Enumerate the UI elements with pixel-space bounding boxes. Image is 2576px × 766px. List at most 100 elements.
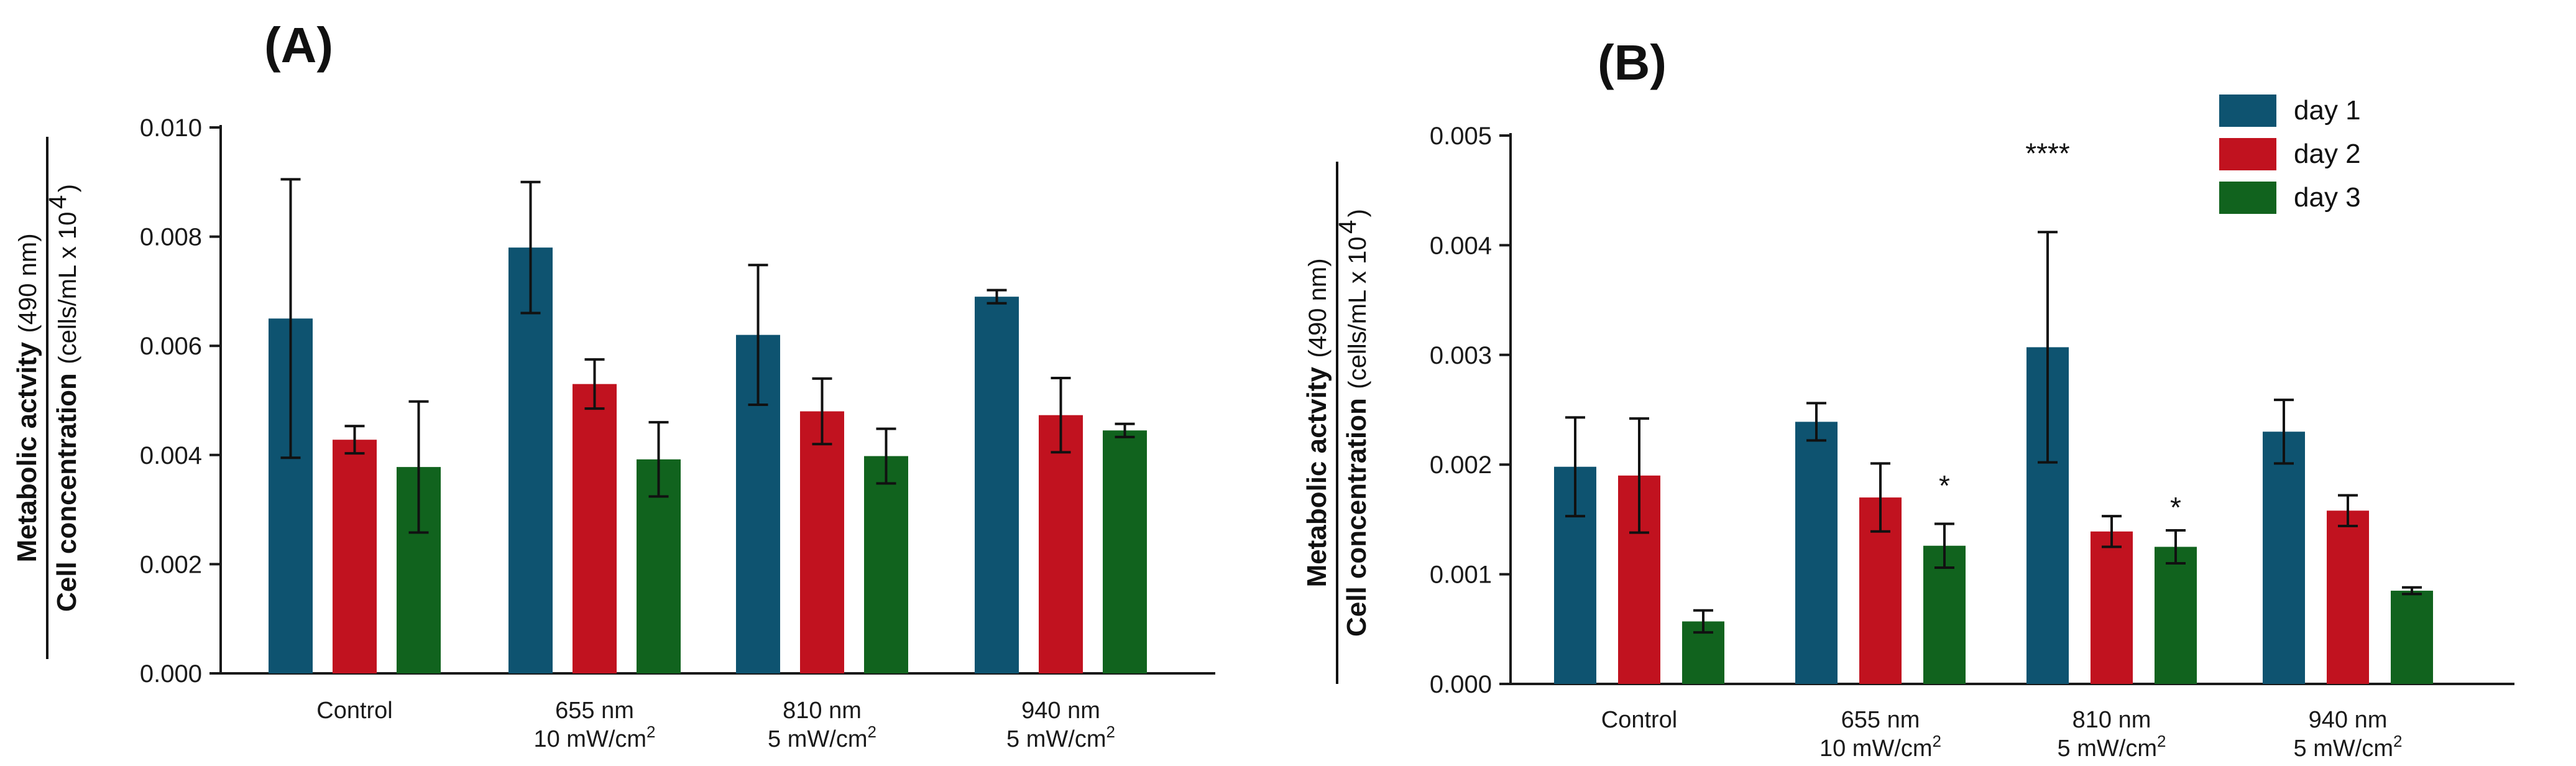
panel-b-y-label-den-bold: Cell concentration: [1341, 398, 1372, 637]
panel-a-bars: [269, 178, 1147, 673]
panel-a-y-label-num-bold: Metabolic actvity: [12, 341, 42, 562]
panel-a-bar-day-2-cat-0: [333, 440, 377, 673]
panel-b-bar-day-2-cat-3: [2327, 510, 2369, 684]
panel-a-y-label-den-sup: 4: [44, 195, 71, 209]
panel-b-error-bar: [2402, 586, 2422, 596]
panel-a-y-label-denominator: Cell concentration (cells/mL x 10 4 ): [44, 184, 82, 612]
panel-b-significance-marker: *: [2170, 491, 2181, 524]
panel-b-x-tick-label: 940 nm: [2309, 707, 2388, 733]
panel-b-bar-day-3-cat-2: [2155, 547, 2197, 684]
panel-a-error-bar: [876, 427, 896, 485]
panel-a-x-tick-label: 940 nm: [1021, 698, 1100, 724]
legend-swatch-day-1: [2219, 95, 2276, 127]
panel-b-x-tick-label: 655 nm: [1841, 707, 1920, 733]
panel-b-error-bar: [2102, 515, 2122, 548]
panel-a-bar-day-3-cat-2: [864, 456, 908, 673]
panel-b-y-tick-label: 0.001: [1430, 561, 1492, 589]
panel-b-bar-day-1-cat-1: [1795, 422, 1838, 684]
panel-a-error-bar: [987, 288, 1007, 305]
panel-a-y-label-numerator: Metabolic actvity (490 nm): [12, 233, 42, 562]
panel-a-bar-day-2-cat-1: [573, 384, 617, 673]
panel-b-error-bar: [2166, 529, 2186, 565]
panel-a-error-bar: [520, 180, 541, 315]
panel-a-y-tick-label: 0.000: [140, 660, 202, 688]
panel-a-error-bar: [812, 377, 832, 446]
panel-b-y-axis-label: Metabolic actvity (490 nm) Cell concentr…: [1302, 162, 1372, 684]
panel-a-y-tick-label: 0.004: [140, 442, 202, 469]
panel-b-y-label-num-bold: Metabolic actvity: [1302, 366, 1332, 587]
legend-label-day-3: day 3: [2294, 182, 2361, 213]
panel-b-y-tick-label: 0.004: [1430, 232, 1492, 259]
panel-b-error-bar: [1565, 416, 1585, 518]
panel-a-error-bar: [408, 400, 429, 534]
panel-b-y-label-den-close: ): [1344, 209, 1371, 217]
panel-a-y-label-den-close: ): [54, 184, 81, 192]
panel-a-y-tick-label: 0.006: [140, 333, 202, 360]
panel-a-label: (A): [264, 17, 333, 73]
panel-b-y-tick-label: 0.005: [1430, 122, 1492, 150]
panel-a-chart: (A) Metabolic actvity (490 nm) Cell conc…: [12, 17, 1215, 752]
panel-a-y-tick-label: 0.010: [140, 114, 202, 142]
panel-a-y-tick-label: 0.008: [140, 224, 202, 251]
panel-a-x-tick-label-line2: 5 mW/cm2: [768, 722, 876, 752]
panel-b-error-bar: [1934, 522, 1954, 570]
panel-b-error-bar: [2038, 231, 2058, 464]
panel-b-x-tick-label: Control: [1601, 707, 1678, 733]
panel-b-y-label-num-regular: (490 nm): [1304, 258, 1332, 358]
panel-b-y-tick-label: 0.000: [1430, 671, 1492, 698]
panel-a-x-tick-label: 655 nm: [555, 698, 634, 724]
panel-b-y-tick-label: 0.003: [1430, 342, 1492, 369]
panel-b-error-bar: [2338, 494, 2358, 527]
panel-a-x-tick-label: Control: [316, 698, 393, 724]
panel-b-bar-day-3-cat-3: [2391, 591, 2433, 684]
panel-a-error-bar: [344, 425, 365, 455]
panel-b-x-tick-label-line2: 5 mW/cm2: [2058, 732, 2166, 762]
panel-b-error-bar: [2274, 399, 2294, 465]
panel-a-error-bar: [584, 358, 605, 410]
panel-b-y-label-den-regular: (cells/mL x 10: [1344, 236, 1371, 389]
panel-b-label: (B): [1598, 35, 1667, 90]
panel-b-y-label-numerator: Metabolic actvity (490 nm): [1302, 258, 1332, 587]
panel-b-error-bar: [1870, 462, 1890, 533]
legend-swatch-day-3: [2219, 182, 2276, 214]
panel-a-bar-day-1-cat-3: [975, 297, 1019, 673]
panel-a-y-label-num-regular: (490 nm): [14, 233, 42, 333]
panel-b-x-tick-label-line2: 10 mW/cm2: [1819, 732, 1941, 762]
panel-a-y-label-den-regular: (cells/mL x 10: [54, 211, 81, 364]
panel-b-bar-day-2-cat-2: [2091, 531, 2133, 684]
panel-a-axes: 0.000 0.002 0.004 0.006 0.008 0.010: [140, 114, 1215, 688]
legend-swatch-day-2: [2219, 138, 2276, 170]
panel-a-bar-day-2-cat-2: [800, 411, 844, 673]
panel-b-error-bar: [1629, 417, 1649, 534]
panel-b-legend: day 1 day 2 day 3: [2219, 95, 2361, 214]
panel-b-significance-marker: ****: [2025, 137, 2070, 169]
panel-a-x-tick-label-line2: 5 mW/cm2: [1006, 722, 1115, 752]
panel-a-y-label-den-bold: Cell concentration: [52, 373, 82, 612]
panel-a-bar-day-1-cat-1: [508, 247, 553, 673]
panel-a-bar-day-2-cat-3: [1039, 415, 1083, 673]
panel-a-x-tick-label-line2: 10 mW/cm2: [533, 722, 655, 752]
panel-b-x-tick-label-line2: 5 mW/cm2: [2294, 732, 2403, 762]
panel-a-y-tick-label: 0.002: [140, 551, 202, 578]
panel-b-error-bar: [1693, 609, 1713, 634]
panel-b-bars: ******: [1554, 137, 2433, 684]
panel-a-error-bar: [1051, 377, 1071, 454]
panel-a-error-bar: [280, 178, 301, 459]
legend-label-day-1: day 1: [2294, 95, 2361, 126]
panel-b-chart: (B) Metabolic actvity (490 nm) Cell conc…: [1302, 35, 2514, 762]
panel-a-error-bar: [648, 421, 669, 498]
panel-b-y-tick-label: 0.002: [1430, 451, 1492, 479]
panel-a-error-bar: [748, 264, 768, 407]
panel-b-error-bar: [1806, 402, 1826, 442]
panel-a-x-tick-label: 810 nm: [783, 698, 862, 724]
panel-b-y-label-denominator: Cell concentration (cells/mL x 10 4 ): [1334, 209, 1372, 637]
panel-a-y-axis-label: Metabolic actvity (490 nm) Cell concentr…: [12, 137, 82, 659]
panel-b-x-tick-label: 810 nm: [2072, 707, 2151, 733]
legend-label-day-2: day 2: [2294, 139, 2361, 169]
panel-b-significance-marker: *: [1939, 469, 1950, 502]
panel-b-bar-day-1-cat-3: [2263, 431, 2305, 684]
panel-a-bar-day-3-cat-3: [1103, 430, 1147, 673]
